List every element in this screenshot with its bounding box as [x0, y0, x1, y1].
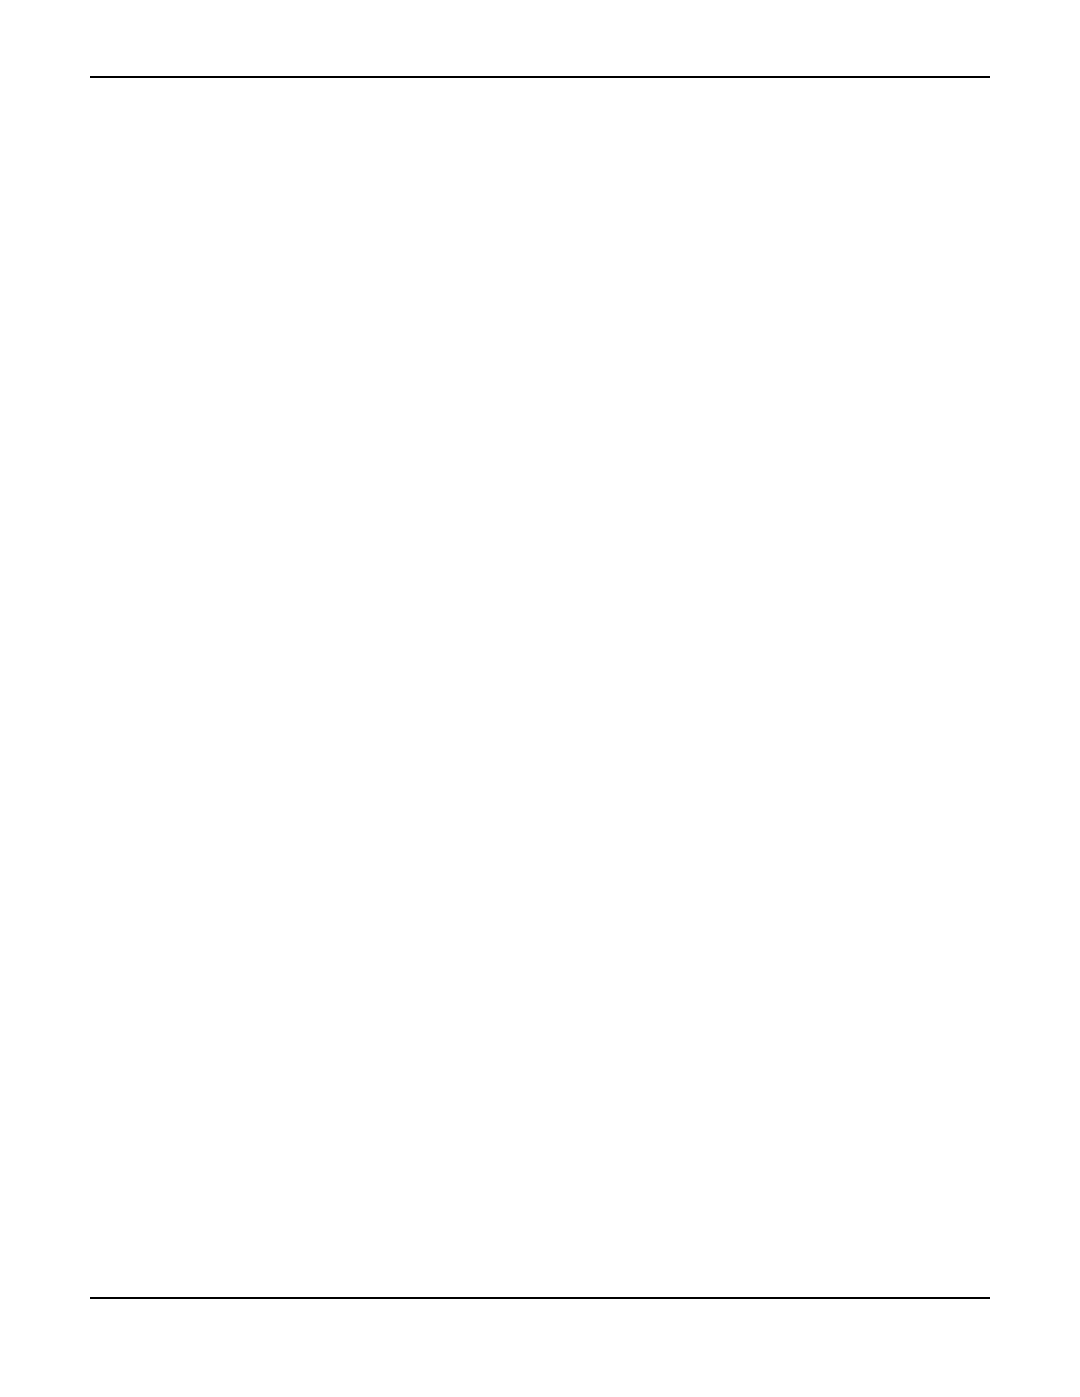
source-audio-diagram	[210, 137, 950, 307]
footer-rule	[90, 1297, 990, 1299]
figure-3-9	[210, 133, 990, 312]
header-rule	[90, 76, 990, 78]
